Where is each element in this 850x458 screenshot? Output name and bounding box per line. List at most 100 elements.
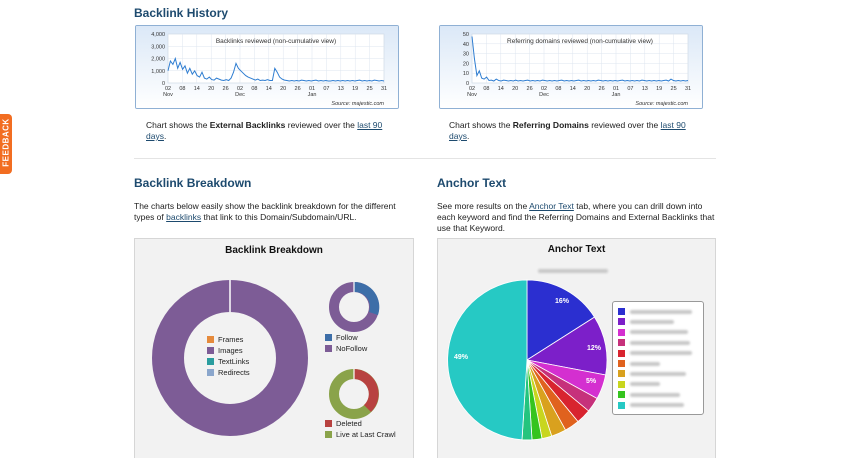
x-tick-label: 26	[295, 86, 301, 92]
x-tick-label: 31	[685, 86, 691, 92]
x-tick-label: 20	[584, 86, 590, 92]
pie-slice	[525, 316, 608, 376]
referring-domains-caption: Chart shows the Referring Domains review…	[449, 120, 686, 141]
y-tick-label: 30	[463, 52, 469, 58]
last-90-days-link-cont[interactable]: days	[146, 131, 164, 141]
x-tick-label: 01	[309, 86, 315, 92]
backlinks-caption: Chart shows the External Backlinks revie…	[146, 120, 383, 141]
anchor-legend-label-blurred	[630, 361, 660, 366]
x-tick-label: 02	[165, 86, 171, 92]
anchor-legend-swatch	[618, 308, 625, 315]
anchor-text-tab-link[interactable]: Anchor Text	[529, 201, 574, 211]
breakdown-panel-title: Backlink Breakdown	[225, 245, 323, 256]
anchor-legend-swatch	[618, 328, 625, 336]
anchor-legend-item	[618, 308, 692, 315]
anchor-legend-item	[618, 339, 690, 347]
anchor-legend-swatch	[618, 349, 625, 357]
swatch-textlinks	[207, 358, 214, 365]
backlinks-link[interactable]: backlinks	[166, 212, 202, 222]
swatch-follow	[325, 334, 332, 341]
anchor-legend-swatch	[618, 380, 625, 388]
x-tick-label: 25	[671, 86, 677, 92]
y-tick-label: 0	[162, 81, 165, 87]
anchor-legend-label-blurred	[630, 330, 688, 335]
y-tick-label: 10	[463, 71, 469, 77]
anchor-panel-title: Anchor Text	[547, 244, 606, 255]
source-label: Source: majestic.com	[331, 101, 384, 107]
crawl-donut-deleted	[354, 369, 379, 412]
x-tick-label: 14	[194, 86, 200, 92]
month-label: Jan	[612, 92, 621, 98]
referring-caption-bold: Referring Domains	[512, 120, 589, 130]
last-90-days-link-2[interactable]: last 90	[660, 120, 686, 130]
y-tick-label: 50	[463, 32, 469, 38]
swatch-redirects	[207, 369, 214, 376]
backlinks-history-svg: 02 08 14 20 26 02 08 14 20 26 01 07 13 19 25 31 4,000 3,0…	[136, 26, 398, 108]
y-tick-label: 1,000	[151, 69, 165, 75]
x-tick-label: 07	[627, 86, 633, 92]
source-label: Source: majestic.com	[635, 101, 688, 107]
x-tick-label: 02	[541, 86, 547, 92]
legend-nofollow: NoFollow	[325, 344, 367, 353]
y-tick-label: 2,000	[151, 57, 165, 63]
swatch-images	[207, 347, 214, 354]
feedback-tab[interactable]: FEEDBACK	[0, 114, 12, 174]
anchor-legend-item	[618, 360, 660, 367]
x-tick-label: 07	[323, 86, 329, 92]
anchor-legend-item	[618, 380, 660, 388]
anchor-legend-label-blurred	[630, 351, 692, 356]
anchor-legend-swatch	[618, 360, 625, 367]
x-tick-label: 26	[527, 86, 533, 92]
x-tick-label: 08	[251, 86, 257, 92]
anchor-pie-svg: 16% 12% 5% 49%	[447, 279, 608, 441]
referring-domains-history-svg: 02 08 14 20 26 02 08 14 20 26 01 07 13 19 25 31 50 40 30 20…	[440, 26, 702, 108]
trend-line	[167, 56, 385, 82]
anchor-legend-swatch	[618, 339, 625, 347]
legend-live: Live at Last Crawl	[325, 430, 396, 439]
x-tick-label: 26	[223, 86, 229, 92]
x-tick-label: 20	[512, 86, 518, 92]
x-tick-label: 02	[469, 86, 475, 92]
anchor-legend-item	[618, 328, 688, 336]
month-label: Nov	[467, 92, 477, 98]
breakdown-donuts-svg	[152, 280, 380, 436]
x-tick-label: 08	[483, 86, 489, 92]
last-90-days-link[interactable]: last 90	[357, 120, 383, 130]
anchor-description: See more results on the Anchor Text tab,…	[437, 201, 715, 233]
anchor-text-panel: Anchor Text 16% 12% 5% 49%	[437, 238, 716, 458]
backlink-breakdown-title: Backlink Breakdown	[134, 176, 252, 190]
feedback-label: FEEDBACK	[1, 118, 11, 167]
anchor-panel-subtitle-blurred	[538, 260, 608, 278]
backlinks-caption-bold: External Backlinks	[209, 120, 286, 130]
follow-donut-follow	[354, 281, 380, 315]
y-tick-label: 0	[466, 81, 469, 87]
pie-percent-label: 5%	[586, 378, 597, 385]
y-tick-label: 4,000	[151, 32, 165, 38]
trend-line	[471, 36, 689, 82]
backlinks-history-chart: 02 08 14 20 26 02 08 14 20 26 01 07 13 19 25 31 4,000 3,0…	[135, 25, 399, 109]
x-tick-label: 31	[381, 86, 387, 92]
anchor-legend-swatch	[618, 370, 625, 378]
anchor-legend-label-blurred	[630, 309, 692, 314]
legend-redirects: Redirects	[207, 368, 250, 377]
x-tick-label: 20	[280, 86, 286, 92]
breakdown-description: The charts below easily show the backlin…	[134, 201, 396, 222]
x-tick-label: 19	[656, 86, 662, 92]
y-tick-label: 20	[463, 61, 469, 67]
legend-frames: Frames	[207, 335, 243, 344]
anchor-legend-label-blurred	[630, 403, 684, 408]
pie-percent-label: 49%	[454, 354, 469, 361]
section-divider	[134, 158, 716, 159]
pie-slice	[447, 279, 528, 441]
x-tick-label: 20	[208, 86, 214, 92]
legend-deleted: Deleted	[325, 419, 362, 428]
anchor-legend-item	[618, 318, 674, 326]
x-tick-label: 14	[570, 86, 576, 92]
anchor-legend-label-blurred	[630, 392, 680, 397]
anchor-text-title: Anchor Text	[437, 176, 507, 190]
anchor-legend-item	[618, 391, 680, 399]
last-90-days-link-2-cont[interactable]: days	[449, 131, 467, 141]
x-tick-label: 14	[266, 86, 272, 92]
legend-follow: Follow	[325, 333, 358, 342]
pie-percent-label: 16%	[555, 298, 570, 305]
